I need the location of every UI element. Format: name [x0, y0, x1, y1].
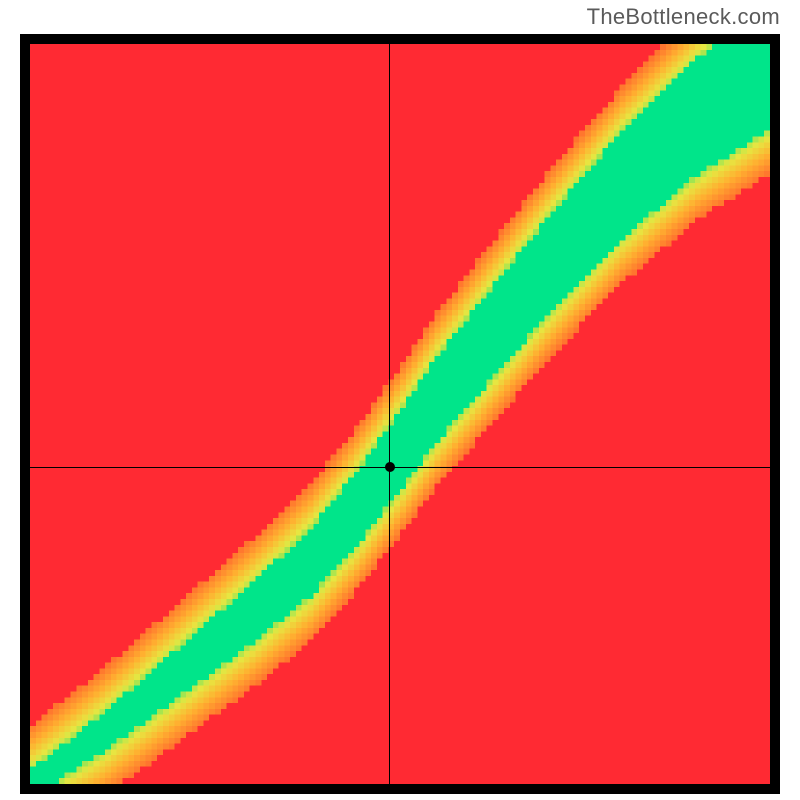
crosshair-horizontal — [30, 467, 770, 468]
crosshair-vertical — [389, 44, 390, 784]
watermark: TheBottleneck.com — [587, 4, 780, 30]
heatmap-canvas — [30, 44, 770, 784]
marker-dot — [385, 462, 395, 472]
